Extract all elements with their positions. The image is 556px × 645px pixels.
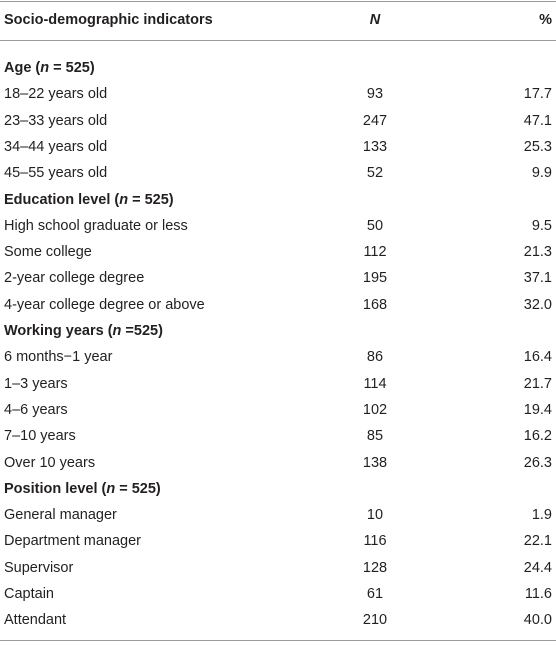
percent-cell: 32.0 [523,296,552,313]
count-cell: 195 [362,270,388,287]
column-header: N [369,12,381,28]
count-cell: 50 [366,217,384,234]
percent-cell: 17.7 [523,86,552,103]
percent-cell: 24.4 [523,559,552,576]
count-cell: 133 [362,138,388,155]
count-cell: 210 [362,612,388,629]
percent-cell: 47.1 [523,112,552,129]
title-part: = 525) [49,60,95,76]
section-title: Working years (n =525) [4,318,163,344]
row-label: Over 10 years [4,454,96,471]
title-part: = 525) [128,191,174,208]
title-part: n [119,191,129,208]
count-cell: 138 [362,454,388,471]
title-part: Working years ( [4,323,113,339]
row-label: High school graduate or less [4,217,188,234]
row-label: 7–10 years [4,428,76,445]
title-part: =525) [121,323,163,339]
section-title: Position level (n = 525) [4,476,161,502]
percent-cell: 37.1 [523,270,552,287]
row-label: Department manager [4,533,142,550]
percent-cell: 11.6 [524,586,552,602]
title-part: n [106,480,116,497]
percent-cell: 22.1 [523,533,552,550]
row-label: Some college [4,244,92,261]
title-part: n [112,323,122,339]
row-label: General manager [4,507,117,524]
percent-cell: 1.9 [531,507,552,524]
top-rule [0,1,556,2]
row-label: 1–3 years [4,375,68,392]
row-label: 23–33 years old [4,112,108,129]
count-cell: 86 [366,349,384,366]
row-label: Attendant [4,612,67,629]
percent-cell: 21.7 [523,375,552,392]
count-cell: 114 [363,375,387,392]
count-cell: 116 [363,533,387,550]
row-label: 2-year college degree [4,270,145,287]
count-cell: 247 [362,112,388,129]
row-label: Captain [4,586,54,602]
count-cell: 128 [362,559,388,576]
row-label: 4-year college degree or above [4,296,205,313]
percent-cell: 16.2 [523,428,552,445]
row-label: 45–55 years old [4,165,108,182]
count-cell: 52 [366,165,384,182]
row-label: 18–22 years old [4,86,108,103]
title-part: n [40,60,50,76]
count-cell: 93 [366,86,384,103]
percent-cell: 9.5 [531,217,552,234]
percent-cell: 25.3 [523,138,552,155]
percent-cell: 16.4 [523,349,552,366]
count-cell: 102 [362,401,388,418]
section-title: Education level (n = 525) [4,187,174,213]
title-part: Education level ( [4,191,120,208]
percent-cell: 19.4 [523,401,552,418]
column-header: Socio-demographic indicators [4,12,213,28]
row-label: 4–6 years [4,401,68,418]
count-cell: 85 [366,428,384,445]
percent-cell: 26.3 [523,454,552,471]
percent-cell: 9.9 [531,165,552,182]
percent-cell: 40.0 [523,612,552,629]
percent-cell: 21.3 [523,244,552,261]
count-cell: 168 [362,296,388,313]
section-title: Age (n = 525) [4,55,95,81]
header-rule [0,40,556,41]
count-cell: 112 [363,244,387,261]
title-part: = 525) [115,480,161,497]
count-cell: 10 [366,507,384,524]
title-part: Age ( [4,60,41,76]
bottom-rule [0,639,556,641]
row-label: 34–44 years old [4,138,108,155]
row-label: 6 months−1 year [4,349,113,366]
count-cell: 61 [366,586,384,602]
title-part: Position level ( [4,480,107,497]
column-header: % [539,12,552,28]
row-label: Supervisor [4,559,74,576]
